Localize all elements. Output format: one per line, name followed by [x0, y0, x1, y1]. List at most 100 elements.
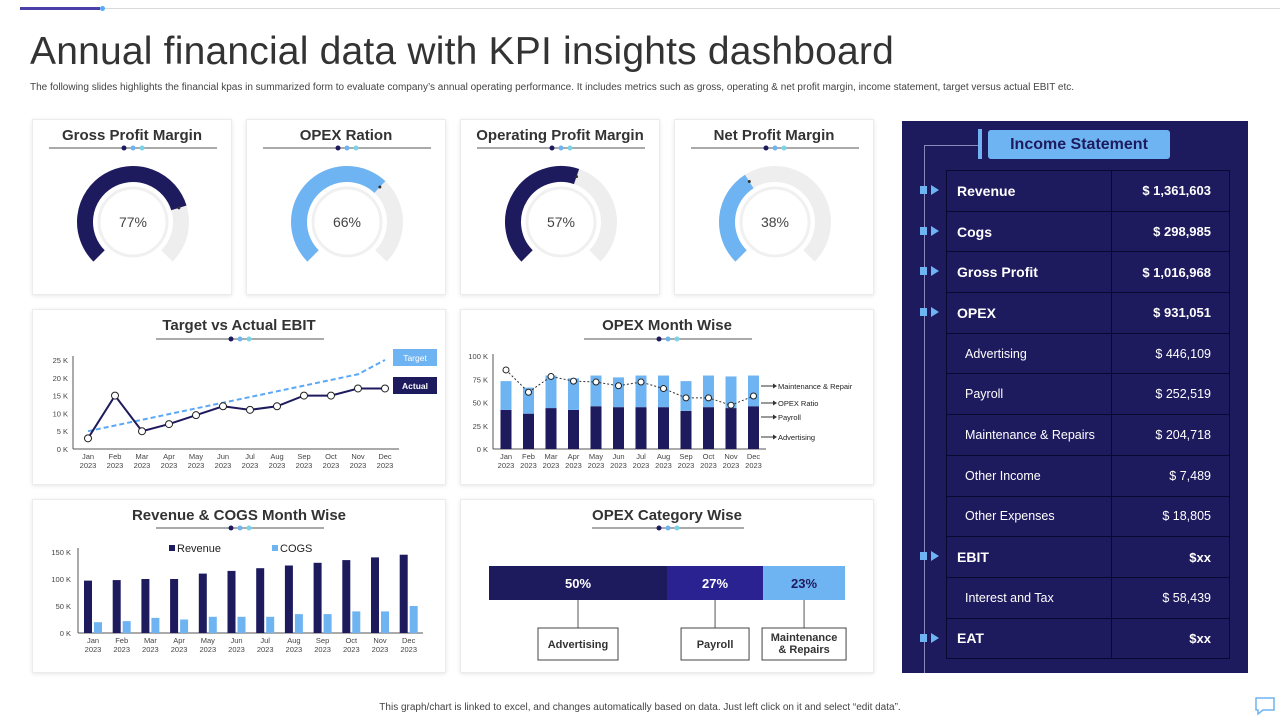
- y-tick-label: 75 K: [473, 375, 488, 384]
- gauge-needle-tip: [747, 179, 751, 183]
- income-row-value: $xx: [1111, 536, 1230, 578]
- cogs-bar: [94, 622, 102, 633]
- income-row: EBIT $xx: [946, 536, 1230, 578]
- actual-point: [138, 427, 146, 436]
- legend-revenue-label: Revenue: [177, 543, 221, 555]
- row-marker-icon: [920, 225, 939, 236]
- x-tick-label: Sep: [316, 636, 329, 645]
- title-dot: [353, 145, 359, 151]
- legend-target-label: Target: [403, 353, 427, 363]
- title-dot: [772, 145, 778, 151]
- annotation-label: Maintenance & Repair: [778, 382, 853, 391]
- title-dot: [344, 145, 350, 151]
- gauge-value-arc: [77, 166, 187, 262]
- x-tick-label: Apr: [173, 636, 185, 645]
- annotation-label: Advertising: [778, 433, 815, 442]
- legend-actual-label: Actual: [402, 381, 428, 391]
- opex-ratio-line: [505, 369, 754, 406]
- income-row-value: $ 58,439: [1111, 576, 1230, 619]
- income-row: Gross Profit $ 1,016,968: [946, 251, 1230, 294]
- title-dot: [549, 145, 555, 151]
- x-tick-label: Feb: [522, 452, 535, 461]
- income-row-value: $xx: [1111, 617, 1230, 660]
- ebit-line-chart: 0 K5 K10 K15 K20 K25 KJan2023Feb2023Mar2…: [53, 336, 437, 470]
- title-dot: [228, 336, 234, 342]
- title-dot: [656, 525, 662, 531]
- title-dot: [246, 525, 252, 531]
- x-tick-label: Jan: [87, 636, 99, 645]
- y-tick-label: 100 K: [51, 575, 71, 584]
- category-label: Maintenance: [771, 632, 838, 644]
- income-row-value: $ 7,489: [1111, 454, 1230, 497]
- income-row-label: Advertising: [946, 332, 1112, 375]
- annotation-arrowhead: [773, 383, 777, 389]
- revenue-bar: [284, 565, 293, 633]
- title-dot: [567, 145, 573, 151]
- gauge-card-gross-profit-margin[interactable]: Gross Profit Margin 77%: [32, 119, 232, 295]
- card-target-vs-actual-ebit[interactable]: Target vs Actual EBIT 0 K 5 K 10 K 15 K 20 K…: [32, 309, 446, 485]
- income-row-label: Other Expenses: [946, 495, 1112, 538]
- x-tick-label: 2023: [314, 645, 331, 654]
- title-dot: [656, 336, 662, 342]
- opex-ratio-point: [750, 392, 757, 400]
- page-title: Annual financial data with KPI insights …: [30, 30, 895, 73]
- card-revenue-cogs-month-wise[interactable]: Revenue & COGS Month Wise 0 K 50 K 100 K 15…: [32, 499, 446, 673]
- actual-point: [327, 391, 335, 400]
- legend-revenue-swatch: [169, 545, 175, 551]
- income-row-label: Payroll: [946, 373, 1112, 416]
- gauge-card-net-profit-margin[interactable]: Net Profit Margin 38%: [674, 119, 874, 295]
- income-row: Payroll $ 252,519: [946, 373, 1230, 416]
- x-tick-label: Mar: [144, 636, 157, 645]
- x-tick-label: Dec: [402, 636, 416, 645]
- row-marker-icon: [920, 632, 939, 643]
- cogs-bar: [409, 606, 418, 633]
- advertising-bar: [613, 407, 624, 449]
- maintenance-bar: [523, 387, 534, 414]
- x-tick-label: Feb: [109, 452, 122, 461]
- y-tick-label: 0 K: [60, 629, 71, 638]
- gauge-chart: 66%: [263, 145, 431, 262]
- x-tick-label: 2023: [678, 461, 695, 470]
- category-percent-label: 27%: [702, 576, 728, 591]
- x-tick-label: 2023: [142, 645, 159, 654]
- title-dot: [237, 525, 243, 531]
- x-tick-label: 2023: [565, 461, 582, 470]
- gauge-card-operating-profit-margin[interactable]: Operating Profit Margin 57%: [460, 119, 660, 295]
- title-dot: [121, 145, 127, 151]
- gauge-chart: 57%: [477, 145, 645, 262]
- title-dot: [246, 336, 252, 342]
- gauge-value-arc: [719, 174, 754, 262]
- title-dot: [558, 145, 564, 151]
- income-row-value: $ 446,109: [1111, 332, 1230, 375]
- x-tick-label: 2023: [400, 645, 417, 654]
- category-segment: [667, 566, 764, 600]
- category-label: & Repairs: [778, 644, 829, 656]
- category-label-box: [761, 627, 847, 661]
- chat-icon[interactable]: [1254, 696, 1276, 716]
- card-opex-month-wise[interactable]: OPEX Month Wise 0 K 25 K 50 K 75 K 100 K Jan 2…: [460, 309, 874, 485]
- income-row-value: $ 18,805: [1111, 495, 1230, 538]
- x-tick-label: Jun: [230, 636, 242, 645]
- opex-ratio-point: [592, 378, 600, 386]
- x-tick-label: 2023: [286, 645, 303, 654]
- x-tick-label: Aug: [657, 452, 670, 461]
- annotation-arrowhead: [773, 434, 777, 440]
- y-tick-label: 20 K: [53, 374, 68, 383]
- x-tick-label: 2023: [134, 461, 151, 470]
- cogs-bar: [294, 614, 303, 633]
- x-tick-label: Jan: [82, 452, 94, 461]
- gauge-value-label: 57%: [547, 214, 575, 230]
- category-percent-label: 23%: [791, 576, 817, 591]
- maintenance-bar: [545, 375, 557, 409]
- x-tick-label: 2023: [655, 461, 672, 470]
- gauge-title: Gross Profit Margin: [61, 127, 203, 144]
- row-marker-icon: [920, 307, 939, 318]
- actual-point: [246, 405, 254, 414]
- income-row: Revenue $ 1,361,603: [946, 170, 1230, 212]
- gauge-card-opex-ration[interactable]: OPEX Ration 66%: [246, 119, 446, 295]
- row-marker-icon: [920, 551, 939, 562]
- card-opex-category-wise[interactable]: OPEX Category Wise 50% Advertising 27% Payr…: [460, 499, 874, 673]
- category-label: Advertising: [548, 639, 609, 651]
- title-accent-bar: [978, 129, 982, 159]
